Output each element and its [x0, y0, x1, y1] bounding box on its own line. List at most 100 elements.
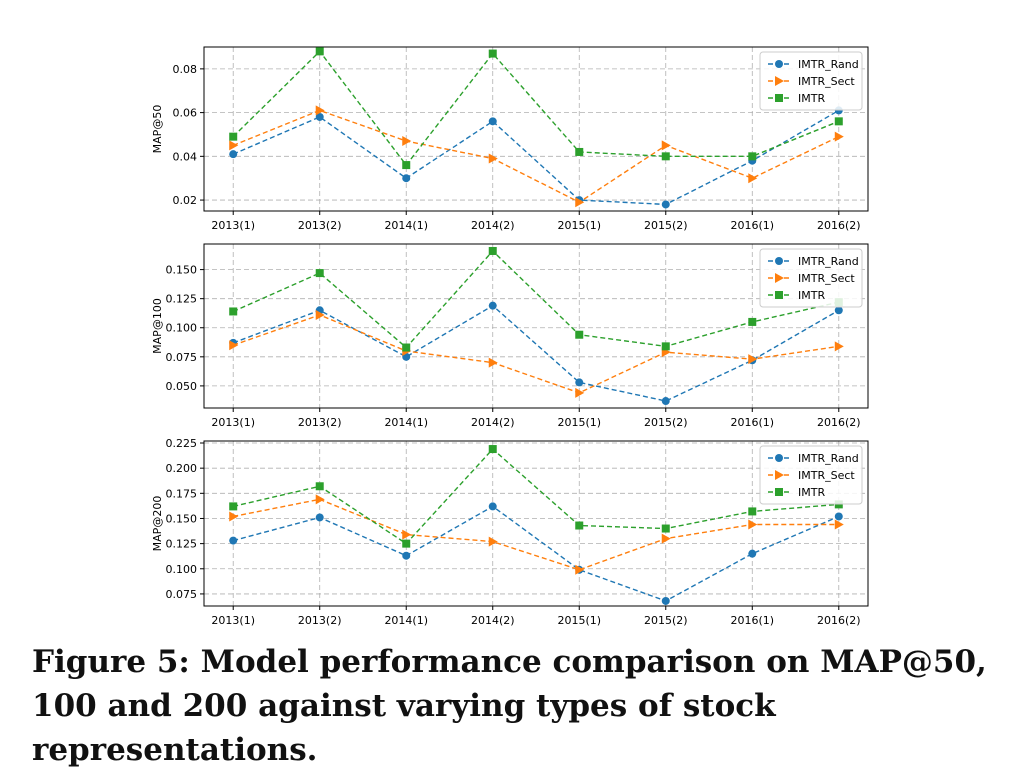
series-imtr-sect-point-0 — [229, 340, 239, 351]
series-imtr-sect-line — [232, 109, 840, 204]
series-imtr-sect-line — [232, 314, 839, 394]
series-imtr-rand-point-2 — [402, 551, 411, 560]
figure-caption: Figure 5: Model performance comparison o… — [32, 644, 987, 768]
chart-panel-1: 0.02 0.04 0.06 0.08 2013(1) 2013(2) 2014(1) 201… — [151, 46, 869, 232]
series-imtr-point-3 — [488, 246, 497, 255]
series-imtr — [229, 445, 843, 548]
series-imtr-point-6 — [748, 152, 757, 161]
legend-marker-point-1 — [775, 273, 784, 283]
series-imtr-rand-point-3 — [488, 117, 497, 126]
series-imtr-sect-point-7 — [834, 341, 844, 352]
legend-marker-point-2 — [775, 94, 783, 102]
x-tick-label: 2015(2) — [644, 416, 688, 429]
series-imtr-rand-point-0 — [229, 536, 238, 545]
y-tick-label: 0.150 — [166, 512, 198, 525]
series-imtr-point-1 — [315, 269, 324, 278]
y-tick-label: 0.200 — [166, 462, 198, 475]
series-imtr — [229, 246, 843, 352]
series-imtr-rand-point-5 — [661, 596, 670, 605]
series-imtr-rand-point-7 — [834, 512, 843, 521]
series-imtr-sect-point-3 — [488, 357, 498, 368]
x-tick-label: 2016(2) — [817, 219, 861, 232]
legend-entry-label: IMTR_Sect — [798, 469, 855, 482]
series-imtr-rand-point-1 — [315, 112, 324, 121]
legend: IMTR_Rand IMTR_Sect IMTR — [759, 248, 863, 308]
legend-entry-label: IMTR_Rand — [798, 58, 859, 71]
x-tick-label: 2013(1) — [211, 416, 255, 429]
chart-panel-2: 0.050 0.075 0.100 0.125 0.150 2013(1) 2013(2) 2… — [151, 243, 869, 429]
legend-entry-label: IMTR_Rand — [798, 452, 859, 465]
y-tick-label: 0.125 — [166, 293, 198, 306]
x-tick-label: 2016(1) — [730, 416, 774, 429]
y-tick-label: 0.06 — [173, 107, 198, 120]
series-imtr-point-6 — [748, 507, 757, 516]
series-imtr-rand-point-3 — [488, 301, 497, 310]
y-tick-label: 0.150 — [166, 264, 198, 277]
series-imtr-sect-point-7 — [834, 131, 844, 142]
series-imtr-point-4 — [575, 147, 584, 156]
series-imtr-point-7 — [834, 117, 843, 126]
legend-marker-point-0 — [775, 454, 783, 462]
series-imtr-rand — [229, 106, 843, 209]
series-imtr-rand-line — [233, 505, 840, 602]
series-imtr-sect-line — [233, 498, 839, 571]
chart-panel-3: 0.075 0.100 0.125 0.150 0.175 0.200 0.225 2013(… — [151, 437, 869, 627]
series-imtr-rand-point-6 — [748, 549, 757, 558]
legend-box — [759, 445, 863, 505]
x-tick-label: 2014(2) — [471, 614, 515, 627]
y-axis-label: MAP@50 — [151, 105, 164, 154]
legend: IMTR_Rand IMTR_Sect IMTR — [759, 51, 863, 111]
series-imtr-rand-line — [232, 304, 840, 402]
series-imtr-point-1 — [315, 482, 324, 491]
x-tick-label: 2016(1) — [730, 219, 774, 232]
series-imtr-sect — [229, 494, 844, 575]
series-imtr-sect-point-0 — [229, 511, 239, 522]
legend-entry-label: IMTR — [798, 92, 825, 105]
series-imtr-sect-point-4 — [575, 197, 585, 208]
series-imtr-point-0 — [229, 502, 238, 511]
figure-charts: 0.02 0.04 0.06 0.08 2013(1) 2013(2) 2014(1) 201… — [151, 46, 869, 627]
series-imtr-sect-point-7 — [834, 519, 844, 530]
legend-entry-label: IMTR — [798, 486, 825, 499]
y-tick-label: 0.100 — [166, 563, 198, 576]
series-imtr-sect-point-6 — [748, 354, 758, 365]
series-imtr-point-2 — [402, 539, 411, 548]
series-imtr-sect-point-6 — [748, 519, 758, 530]
legend-box — [759, 248, 863, 308]
series-imtr-rand-point-3 — [488, 502, 497, 511]
x-tick-label: 2014(1) — [384, 416, 428, 429]
series-imtr-rand-point-1 — [315, 513, 324, 522]
series-imtr-point-3 — [488, 445, 497, 454]
legend-entry-label: IMTR_Sect — [798, 272, 855, 285]
legend-marker-point-0 — [775, 257, 783, 265]
y-tick-label: 0.225 — [166, 437, 198, 450]
series-imtr-point-5 — [661, 152, 670, 161]
x-tick-label: 2013(2) — [298, 219, 342, 232]
x-tick-label: 2014(2) — [471, 219, 515, 232]
series-imtr-point-6 — [748, 317, 757, 326]
x-tick-label: 2013(2) — [298, 614, 342, 627]
legend-entry-label: IMTR_Rand — [798, 255, 859, 268]
y-tick-label: 0.075 — [166, 351, 198, 364]
series-imtr-sect-point-1 — [315, 309, 325, 320]
series-imtr-point-0 — [229, 132, 238, 141]
y-axis-label: MAP@100 — [151, 298, 164, 354]
x-tick-label: 2013(1) — [211, 614, 255, 627]
series-imtr-sect-point-4 — [575, 564, 585, 575]
series-imtr-point-2 — [402, 343, 411, 352]
series-imtr-rand-point-5 — [661, 200, 670, 209]
series-imtr-sect-point-5 — [661, 533, 671, 544]
series-imtr-rand-point-2 — [402, 174, 411, 183]
series-imtr-point-5 — [661, 524, 670, 533]
y-axis-label: MAP@200 — [151, 496, 164, 552]
plot-frame — [203, 46, 869, 212]
plot-frame — [203, 243, 869, 409]
y-tick-label: 0.175 — [166, 487, 198, 500]
y-tick-label: 0.04 — [173, 150, 198, 163]
x-tick-label: 2016(1) — [730, 614, 774, 627]
x-tick-label: 2014(1) — [384, 219, 428, 232]
series-imtr-point-1 — [315, 47, 324, 56]
legend-marker-point-2 — [775, 488, 783, 496]
series-imtr-rand-point-5 — [661, 397, 670, 406]
series-imtr-line — [232, 249, 839, 349]
